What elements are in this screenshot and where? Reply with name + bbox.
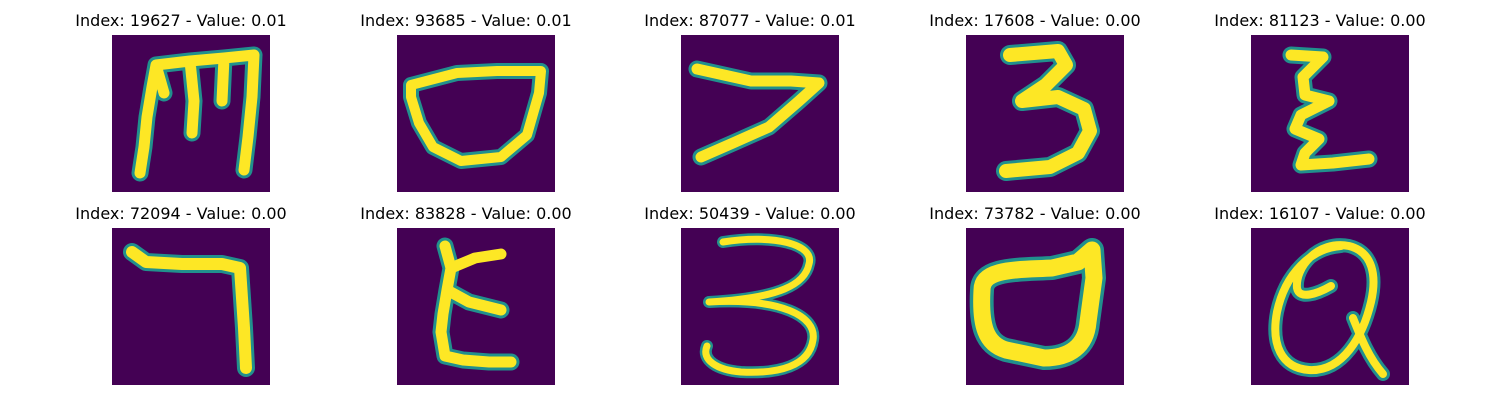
panel-title: Index: 81123 - Value: 0.00 (1214, 11, 1426, 30)
grid-panel-9: Index: 73782 - Value: 0.00 (915, 203, 1155, 385)
panel-title: Index: 87077 - Value: 0.01 (644, 11, 856, 30)
panel-title: Index: 16107 - Value: 0.00 (1214, 204, 1426, 223)
handwritten-angle-glyph (681, 35, 839, 192)
grid-panel-10: Index: 16107 - Value: 0.00 (1200, 203, 1440, 385)
grid-panel-2: Index: 93685 - Value: 0.01 (346, 10, 586, 192)
handwritten-3-like-glyph (966, 35, 1124, 192)
grid-panel-3: Index: 87077 - Value: 0.01 (630, 10, 870, 192)
handwritten-d-like-glyph (966, 228, 1124, 385)
panel-title: Index: 73782 - Value: 0.00 (929, 204, 1141, 223)
panel-title: Index: 93685 - Value: 0.01 (360, 11, 572, 30)
grid-panel-6: Index: 72094 - Value: 0.00 (61, 203, 301, 385)
panel-title: Index: 50439 - Value: 0.00 (644, 204, 856, 223)
handwritten-m-like-glyph (112, 35, 270, 192)
handwritten-epsilon-glyph (397, 228, 555, 385)
grid-panel-1: Index: 19627 - Value: 0.01 (61, 10, 301, 192)
grid-panel-5: Index: 81123 - Value: 0.00 (1200, 10, 1440, 192)
handwritten-bowl-glyph (397, 35, 555, 192)
panel-title: Index: 17608 - Value: 0.00 (929, 11, 1141, 30)
grid-panel-7: Index: 83828 - Value: 0.00 (346, 203, 586, 385)
panel-title: Index: 19627 - Value: 0.01 (75, 11, 287, 30)
handwritten-3-curly-glyph (681, 228, 839, 385)
grid-panel-8: Index: 50439 - Value: 0.00 (630, 203, 870, 385)
grid-panel-4: Index: 17608 - Value: 0.00 (915, 10, 1155, 192)
handwritten-loop-glyph (1251, 228, 1409, 385)
panel-title: Index: 83828 - Value: 0.00 (360, 204, 572, 223)
handwritten-7-like-glyph (112, 228, 270, 385)
panel-title: Index: 72094 - Value: 0.00 (75, 204, 287, 223)
handwritten-zigzag-glyph (1251, 35, 1409, 192)
